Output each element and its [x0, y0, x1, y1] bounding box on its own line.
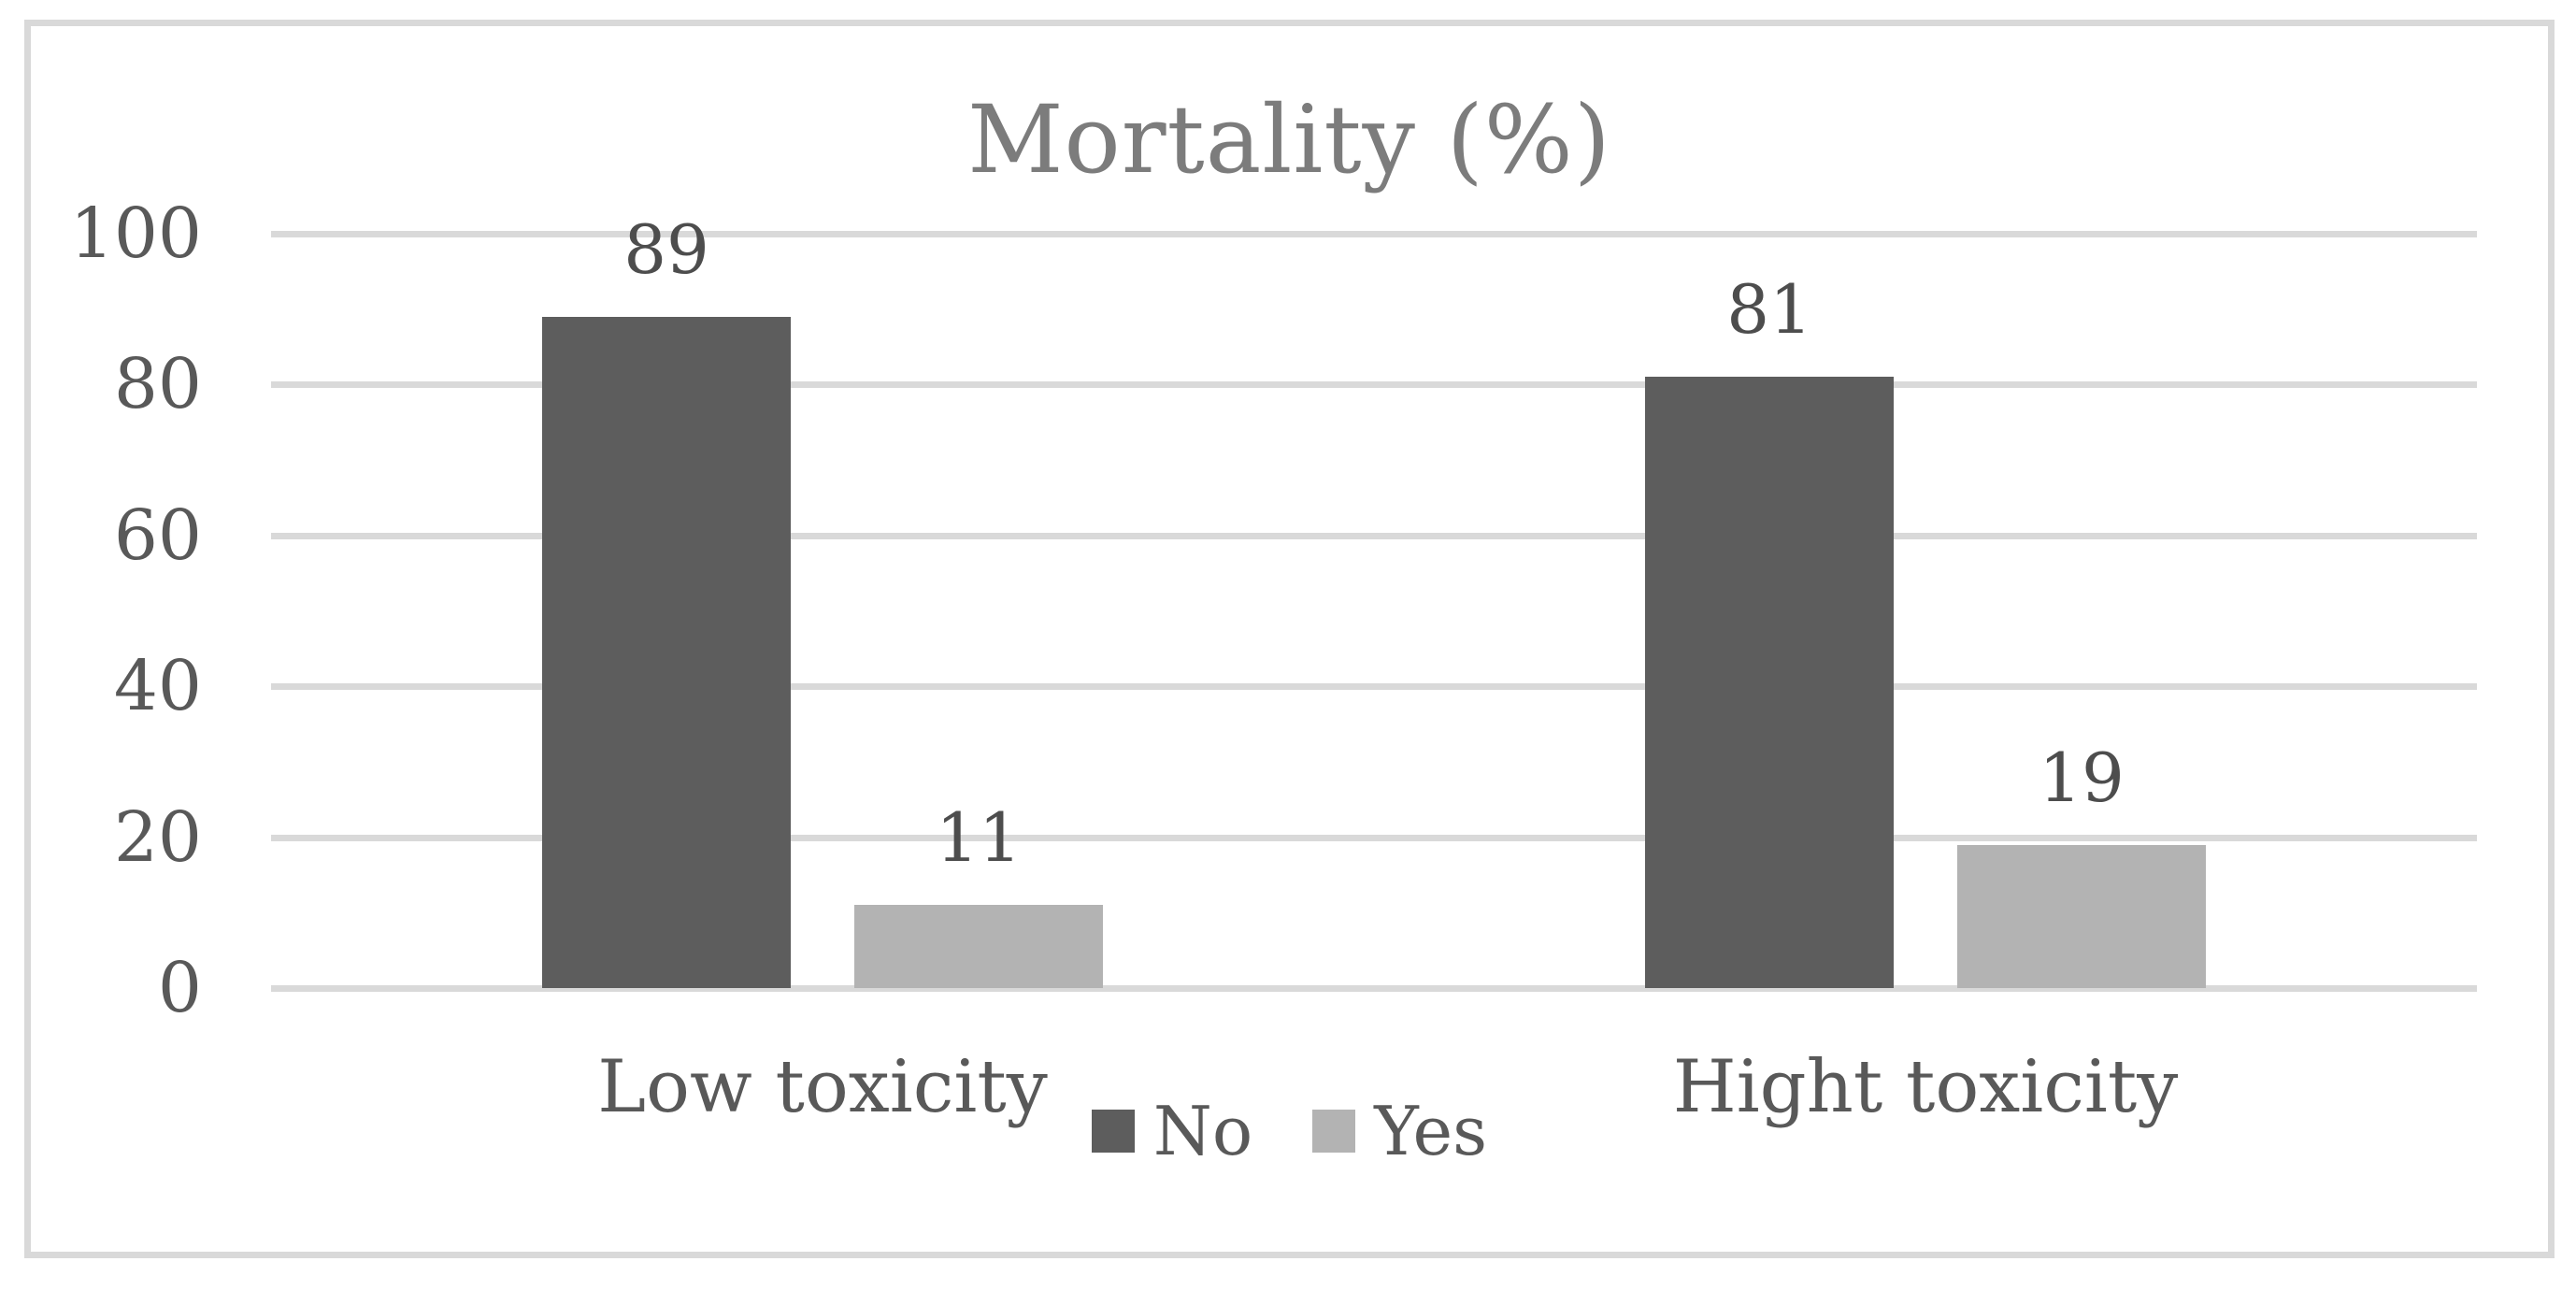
gridline-y100 [271, 231, 2477, 237]
y-axis-tick-label-40: 40 [113, 646, 202, 727]
gridline-y40 [271, 683, 2477, 691]
gridline-y80 [271, 381, 2477, 389]
legend-item-yes: Yes [1312, 1094, 1487, 1168]
data-label-yes-low-toxicity: 11 [936, 798, 1022, 877]
legend-label-no: No [1152, 1092, 1253, 1170]
bar-no-hight-toxicity [1645, 377, 1894, 988]
legend-label-yes: Yes [1374, 1092, 1488, 1170]
y-axis-tick-label-20: 20 [113, 796, 202, 878]
gridline-y20 [271, 834, 2477, 841]
y-axis-tick-label-80: 80 [113, 344, 202, 425]
data-label-no-low-toxicity: 89 [623, 210, 709, 289]
data-label-yes-hight-toxicity: 19 [2039, 738, 2125, 817]
x-axis-category-label-hight-toxicity: Hight toxicity [1672, 1045, 2179, 1129]
chart-title: Mortality (%) [967, 85, 1611, 194]
legend-swatch-yes [1312, 1110, 1356, 1153]
legend: No Yes [24, 1094, 2555, 1168]
chart-frame [24, 20, 2555, 1258]
y-axis-tick-label-100: 100 [69, 194, 202, 274]
x-axis-category-label-low-toxicity: Low toxicity [597, 1045, 1048, 1129]
bar-no-low-toxicity [542, 317, 791, 988]
y-axis-tick-label-0: 0 [157, 948, 202, 1028]
bar-yes-low-toxicity [854, 905, 1103, 988]
gridline-y60 [271, 532, 2477, 539]
bar-yes-hight-toxicity [1957, 845, 2206, 988]
data-label-no-hight-toxicity: 81 [1726, 270, 1812, 349]
legend-swatch-no [1091, 1110, 1135, 1153]
legend-item-no: No [1091, 1092, 1253, 1170]
y-axis-tick-label-60: 60 [113, 494, 202, 576]
gridline-y0 [271, 985, 2477, 992]
